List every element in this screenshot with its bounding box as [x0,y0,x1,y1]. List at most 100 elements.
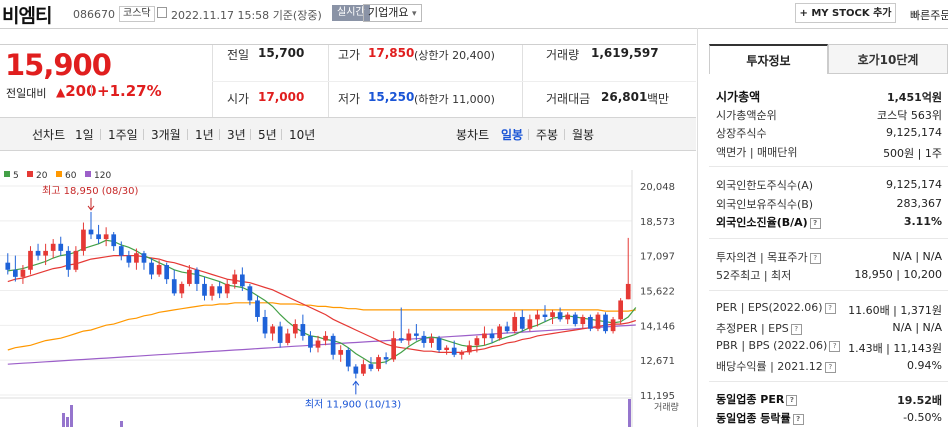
tab-weekly-candle[interactable]: 주봉 [536,128,559,142]
quick-order-link[interactable]: 빠른주문 [910,9,948,22]
candle-body [300,324,306,336]
help-icon[interactable]: ? [809,218,821,229]
per-eps-label-text: PER | EPS(2022.06) [716,301,823,314]
company-overview-button[interactable]: 기업개요 ▾ [363,4,422,22]
sector-change-value: -0.50% [903,411,942,424]
volume-label: 거래량 [654,401,679,413]
candle-body [171,279,177,294]
datetime-text: 2022.11.17 15:58 기준(장중) [171,7,322,23]
candle-body [217,286,222,294]
low-value: 15,250 [368,90,415,104]
y-tick-label: 11,195 [640,391,675,402]
stock-name: 비엠티 [2,5,52,27]
y-tick-label: 20,048 [640,182,675,193]
tab-separator [187,129,188,140]
est-per-label: 추정PER | EPS? [716,320,802,336]
ma-line-ma60 [7,302,636,351]
tab-separator [219,129,220,140]
y-tick-label: 17,097 [640,252,675,263]
chart-legend: 5 20 60 120 [4,171,111,181]
candle-body [164,265,170,280]
candle-body [50,243,56,251]
volume-bar [62,413,65,427]
help-icon[interactable]: ? [786,395,798,406]
candle-body [187,269,192,284]
tab-1day[interactable]: 1일 [75,128,94,142]
candle-body [618,300,623,320]
help-icon[interactable]: ? [829,341,841,352]
candle-body [421,335,427,343]
help-icon[interactable]: ? [824,303,836,314]
price-change-percent: +1.27% [97,82,162,100]
volume-bar [66,417,69,427]
content-divider [697,28,698,427]
tab-10year[interactable]: 10년 [289,128,316,142]
candle-body [156,265,162,275]
candle-body [103,234,109,240]
candle-body [550,312,555,317]
legend-label-20: 20 [36,171,48,181]
foreign-rate-label-text: 외국인소진율(B/A) [716,216,808,229]
tabbar-bottom-border [0,150,696,151]
help-icon[interactable]: ? [809,253,821,264]
lower-limit: (하한가 11,000) [414,93,495,106]
candle-body [118,246,124,256]
candle-body [474,338,480,346]
tab-monthly-candle[interactable]: 월봉 [572,128,595,142]
candle-body [285,333,291,343]
tab-separator [143,129,144,140]
realtime-badge[interactable]: 실시간 [332,5,370,21]
y-tick-label: 18,573 [640,217,675,228]
period-tab-bar [0,118,696,150]
volume-bar [70,405,73,427]
candle-body [43,250,48,256]
candle-body [391,338,397,360]
tab-1week[interactable]: 1주일 [108,128,138,142]
legend-label-5: 5 [13,171,19,181]
pbr-bps-label: PBR | BPS (2022.06)? [716,339,841,352]
help-icon[interactable]: ? [824,362,836,373]
candle-body [202,283,207,296]
stock-code: 086670 [73,8,115,21]
week52-value: 18,950 | 10,200 [854,268,942,281]
foreign-rate-label: 외국인소진율(B/A)? [716,214,821,230]
volume-bar [628,399,631,427]
tab-investment-info[interactable]: 투자정보 [709,44,828,74]
tab-5year[interactable]: 5년 [258,128,277,142]
candle-body [466,345,472,353]
sector-per-label-text: 동일업종 PER [716,393,785,406]
candle-body [141,253,147,263]
candle-body [414,333,419,336]
line-chart-label: 선차트 [32,128,66,142]
price-change-value: 200 [65,82,97,100]
par-value-value: 500원 | 1주 [883,147,942,160]
help-icon[interactable]: ? [792,414,804,425]
amount-value: 26,801 [601,90,648,104]
chevron-down-icon: ▾ [411,9,417,19]
candle-body [345,350,351,367]
candlestick-chart[interactable]: 5 20 60 120 20,048 18,573 17,097 15,622 14,146 1… [0,150,696,427]
candle-body [149,262,154,275]
tab-3year[interactable]: 3년 [227,128,246,142]
candle-body [482,333,487,339]
y-axis-ticks: 20,048 18,573 17,097 15,622 14,146 12,671 11,1… [640,182,675,402]
moving-average-lines [7,239,637,365]
my-stock-add-button[interactable]: + MY STOCK 추가 [795,3,896,23]
tab-1year[interactable]: 1년 [195,128,214,142]
candle-body [572,314,578,325]
volume-bar [120,421,123,427]
high-annotation: 최고 18,950 (08/30) [42,185,138,197]
dividend-label-text: 배당수익률 | 2021.12 [716,360,823,373]
tab-order-book[interactable]: 호가10단계 [828,44,948,74]
tab-separator [281,129,282,140]
dividend-value: 0.94% [907,359,942,372]
legend-swatch-120 [85,171,91,177]
candle-body [489,333,495,339]
candle-body [535,314,540,320]
help-icon[interactable]: ? [790,324,802,335]
tab-3month[interactable]: 3개월 [151,128,181,142]
tab-daily-candle[interactable]: 일봉 [501,128,524,142]
high-label: 고가 [338,48,361,62]
candle-body [247,286,253,301]
candle-body [436,338,442,351]
